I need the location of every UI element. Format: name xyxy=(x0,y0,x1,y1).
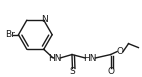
Text: O: O xyxy=(107,67,114,76)
Text: N: N xyxy=(41,15,48,24)
Text: O: O xyxy=(117,47,124,56)
Text: Br: Br xyxy=(5,30,15,39)
Text: HN: HN xyxy=(48,54,62,63)
Text: S: S xyxy=(70,67,75,76)
Text: HN: HN xyxy=(84,54,97,63)
